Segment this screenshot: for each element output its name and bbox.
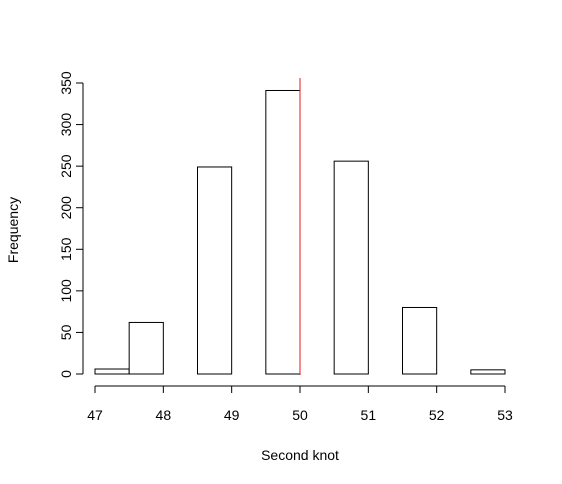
x-tick-label: 47 bbox=[87, 407, 103, 423]
histogram-bar bbox=[402, 306, 438, 375]
histogram-bar bbox=[197, 166, 233, 375]
x-tick-label: 48 bbox=[156, 407, 172, 423]
x-axis: 47 48 49 50 51 52 53 bbox=[87, 385, 513, 423]
x-axis-title: Second knot bbox=[261, 447, 339, 463]
y-axis: 0 50 100 150 200 250 300 350 bbox=[58, 71, 84, 378]
y-tick-label: 200 bbox=[58, 196, 74, 220]
y-tick-label: 50 bbox=[58, 324, 74, 340]
x-tick-label: 51 bbox=[361, 407, 377, 423]
y-tick-label: 0 bbox=[58, 370, 74, 378]
x-tick-label: 53 bbox=[497, 407, 513, 423]
y-tick-label: 300 bbox=[58, 113, 74, 137]
y-tick-label: 250 bbox=[58, 154, 74, 178]
histogram-bar bbox=[333, 160, 369, 375]
x-tick-label: 52 bbox=[429, 407, 445, 423]
y-tick-label: 100 bbox=[58, 279, 74, 303]
y-tick-label: 150 bbox=[58, 237, 74, 261]
histogram-bar bbox=[470, 369, 506, 375]
x-tick-label: 50 bbox=[292, 407, 308, 423]
histogram-bar bbox=[128, 321, 164, 375]
histogram-bar bbox=[94, 368, 130, 375]
y-tick-label: 350 bbox=[58, 71, 74, 95]
y-axis-title: Frequency bbox=[5, 197, 21, 263]
x-tick-label: 49 bbox=[224, 407, 240, 423]
histogram-bar bbox=[265, 89, 301, 375]
